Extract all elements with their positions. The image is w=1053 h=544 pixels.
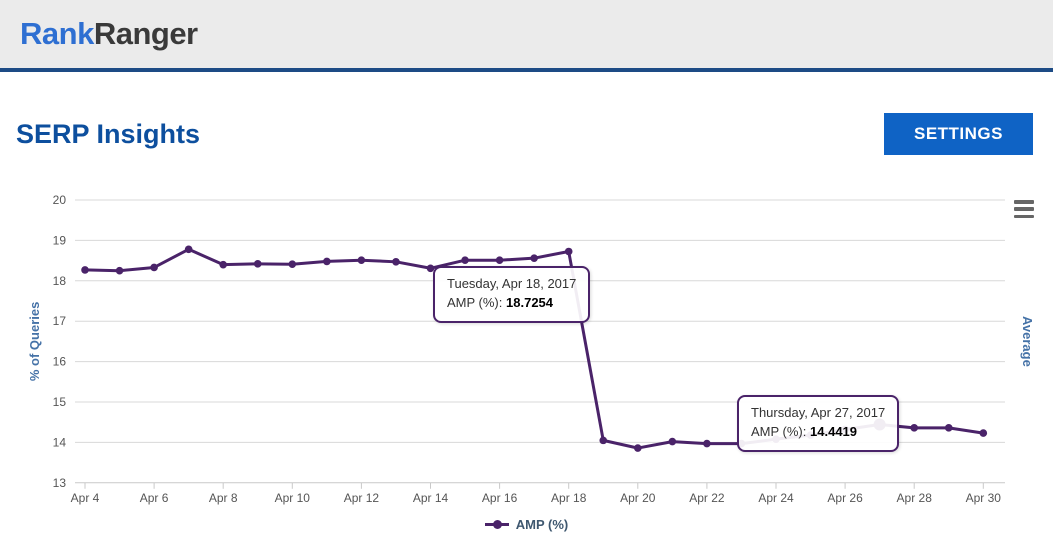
data-point-apr-7[interactable] xyxy=(184,245,193,254)
tooltip-apr18: Tuesday, Apr 18, 2017 AMP (%): 18.7254 xyxy=(433,266,591,323)
y-axis-title-left: % of Queries xyxy=(27,302,42,381)
data-point-apr-18[interactable] xyxy=(564,247,573,256)
x-tick-label: Apr 18 xyxy=(551,491,587,505)
amp-line-chart: 20 19 18 17 16 15 14 13 Apr 4 Apr 6 Apr 8 Apr 10 Apr… xyxy=(0,185,1053,544)
x-tick-label: Apr 30 xyxy=(966,491,1002,505)
data-point-apr-22[interactable] xyxy=(703,439,711,448)
data-point-apr-5[interactable] xyxy=(115,266,124,275)
data-point-apr-10[interactable] xyxy=(288,260,297,269)
tooltip-date: Thursday, Apr 27, 2017 xyxy=(751,405,886,420)
y-tick-label: 18 xyxy=(53,274,67,288)
data-point-apr-21[interactable] xyxy=(668,437,677,446)
x-tick-label: Apr 8 xyxy=(209,491,238,505)
data-point-apr-28[interactable] xyxy=(910,424,918,432)
y-tick-label: 14 xyxy=(53,435,67,449)
app-header: RankRanger xyxy=(0,0,1053,72)
y-tick-label: 16 xyxy=(53,355,67,369)
legend-label: AMP (%) xyxy=(515,517,569,532)
data-point-apr-9[interactable] xyxy=(253,260,262,268)
title-row: SERP Insights SETTINGS xyxy=(0,112,1053,156)
data-point-apr-14[interactable] xyxy=(426,264,435,273)
x-tick-label: Apr 20 xyxy=(620,491,656,505)
data-point-apr-19[interactable] xyxy=(599,436,608,445)
y-tick-label: 13 xyxy=(53,476,67,490)
x-tick-label: Apr 4 xyxy=(71,491,100,505)
y-tick-label: 17 xyxy=(53,314,67,328)
logo-ranger: Ranger xyxy=(93,16,198,51)
x-tick-label: Apr 10 xyxy=(275,491,311,505)
chart-export-menu-icon[interactable] xyxy=(1012,199,1036,219)
tooltip-value: 18.7254 xyxy=(506,294,554,310)
settings-button[interactable]: SETTINGS xyxy=(883,113,1033,155)
tooltip-series-label: AMP (%): xyxy=(447,294,503,310)
chart-legend: AMP (%) xyxy=(0,517,1053,532)
tooltip-value-row: AMP (%): 14.4419 xyxy=(751,423,885,442)
tooltip-series-label: AMP (%): xyxy=(751,423,807,439)
tooltip-value-row: AMP (%): 18.7254 xyxy=(447,294,576,313)
logo-rank: Rank xyxy=(20,16,94,51)
legend-line-marker-icon xyxy=(484,520,509,529)
data-point-apr-16[interactable] xyxy=(495,256,504,264)
x-tick-label: Apr 12 xyxy=(344,491,380,505)
data-point-apr-17[interactable] xyxy=(530,254,538,262)
rankranger-logo[interactable]: RankRanger xyxy=(20,16,198,52)
x-tick-label: Apr 22 xyxy=(689,491,725,505)
data-point-apr-12[interactable] xyxy=(357,256,366,264)
chart-canvas[interactable]: 20 19 18 17 16 15 14 13 Apr 4 Apr 6 Apr 8 Apr 10 Apr… xyxy=(0,185,1053,515)
tooltip-date: Tuesday, Apr 18, 2017 xyxy=(447,276,577,291)
data-point-apr-6[interactable] xyxy=(150,263,158,272)
data-point-apr-11[interactable] xyxy=(323,257,331,266)
data-point-apr-13[interactable] xyxy=(392,258,400,266)
x-tick-label: Apr 28 xyxy=(897,491,933,505)
y-tick-label: 19 xyxy=(53,233,67,247)
page-title: SERP Insights xyxy=(16,118,201,149)
data-point-apr-30[interactable] xyxy=(979,429,988,437)
y-tick-label: 20 xyxy=(53,193,67,207)
y-tick-label: 15 xyxy=(53,395,67,409)
y-axis-title-right: Average xyxy=(1020,316,1035,367)
data-point-apr-20[interactable] xyxy=(634,444,642,452)
x-tick-label: Apr 16 xyxy=(482,491,518,505)
x-tick-label: Apr 6 xyxy=(140,491,169,505)
x-tick-label: Apr 26 xyxy=(827,491,863,505)
x-tick-label: Apr 24 xyxy=(758,491,794,505)
data-point-apr-4[interactable] xyxy=(81,266,89,274)
data-point-apr-15[interactable] xyxy=(461,256,469,264)
legend-item-amp[interactable]: AMP (%) xyxy=(484,517,569,532)
tooltip-apr27: Thursday, Apr 27, 2017 AMP (%): 14.4419 xyxy=(737,395,900,452)
data-point-apr-29[interactable] xyxy=(944,424,953,432)
x-tick-label: Apr 14 xyxy=(413,491,449,505)
tooltip-value: 14.4419 xyxy=(810,423,858,439)
data-point-apr-8[interactable] xyxy=(219,260,227,269)
